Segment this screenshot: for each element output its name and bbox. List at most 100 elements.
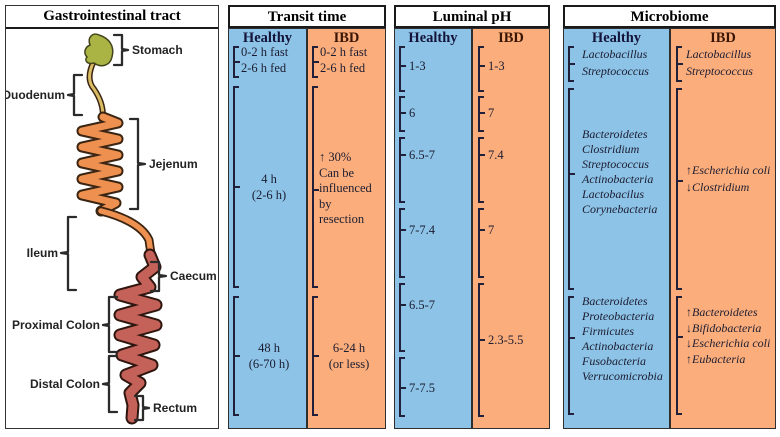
ileum-brace [59,215,78,292]
bracket-tick [401,154,406,156]
bracket [676,46,682,82]
bracket [478,137,484,203]
bracket [568,46,574,82]
ph-healthy-duodenum: 6 [409,106,416,120]
transit-healthy-column [228,28,307,429]
ph-healthy-jejunum: 6.5-7 [409,148,436,162]
gi-label-ileum: Ileum [27,246,58,260]
ph-healthy-stomach: 1-3 [409,59,426,73]
gi-tract-illustration: Stomach Duodenum Jejenum Ileum Caecum Pr… [6,33,217,425]
bracket-tick [570,173,575,175]
microbiome-healthy-small-intestine: Bacteroidetes Clostridium Streptococcus … [582,127,658,216]
transit-healthy-small-intestine: 4 h (2-6 h) [251,172,287,202]
transit-healthy-stomach: 0-2 h fast 2-6 h fed [241,45,289,75]
ph-ibd-column [472,28,550,429]
gi-label-duodenum: Duodenum [6,88,65,102]
bracket-tick [480,339,485,341]
transit-ibd-column [307,28,386,429]
ph-ibd-ileum: 7 [488,223,495,237]
bracket [568,88,574,290]
microbiome-ibd-stomach: Lactobacillus Streptococcus [686,47,753,78]
ph-ibd-header: IBD [498,30,524,46]
bracket [399,137,405,203]
bracket-tick [235,186,240,188]
bracket-tick [235,61,240,63]
rectum-brace [133,394,151,422]
gi-label-caecum: Caecum [170,269,217,283]
bracket-tick [570,337,575,339]
bracket-tick [480,112,485,114]
bracket-tick [480,229,485,231]
microbiome-healthy-column [563,28,670,429]
bracket-tick [570,63,575,65]
bracket-tick [401,387,406,389]
gi-label-rectum: Rectum [153,401,197,415]
ph-ibd-duodenum: 7 [488,106,495,120]
microbiome-healthy-stomach: Lactobacillus Streptococcus [582,47,649,78]
transit-ibd-stomach: 0-2 h fast 2-6 h fed [320,45,368,75]
panel-gi-tract: Gastrointestinal tract [5,5,219,429]
bracket [233,46,239,78]
transit-healthy-header: Healthy [242,30,293,46]
bracket-tick [314,355,319,357]
gi-label-stomach: Stomach [132,43,183,57]
transit-panel-title: Transit time [228,5,386,28]
transit-ibd-header: IBD [333,30,360,46]
bracket [233,86,239,288]
bracket-tick [235,355,240,357]
transit-healthy-colon: 48 h (6-70 h) [248,341,290,371]
gi-label-distal-colon: Distal Colon [30,377,100,391]
bracket-tick [480,154,485,156]
ph-healthy-distal-colon: 7-7.5 [409,381,436,395]
proximal-colon-brace [101,295,119,354]
bracket-tick [314,189,319,191]
microbiome-ibd-column [670,28,776,429]
bracket [399,208,405,278]
bracket [399,96,405,132]
ph-healthy-header: Healthy [408,30,458,46]
bracket-tick [401,304,406,306]
transit-ibd-colon: 6-24 h (or less) [328,341,370,371]
ph-ibd-stomach: 1-3 [488,59,505,73]
gi-panel-title: Gastrointestinal tract [6,6,218,29]
microbiome-healthy-header: Healthy [591,30,642,46]
gi-label-jejunum: Jejenum [149,157,198,171]
bracket-tick [314,61,319,63]
bracket [676,88,682,290]
duodenum-brace [66,73,84,117]
bracket [312,46,318,78]
ph-healthy-column [394,28,472,429]
bracket-tick [678,336,683,338]
jejunum-brace [128,117,147,211]
ph-panel-title: Luminal pH [394,5,550,28]
bracket [399,46,405,92]
bracket [568,296,574,415]
distal-colon-brace [101,354,119,414]
bracket-tick [678,180,683,182]
microbiome-healthy-colon: Bacteroidetes Proteobacteria Firmicutes … [582,294,663,383]
microbiome-ibd-colon: ↑Bacteroidetes ↓Bifidobacteria ↓Escheric… [686,305,771,367]
stomach-brace [112,33,130,67]
bracket [399,357,405,417]
microbiome-ibd-small-intestine: ↑Escherichia coli ↓Clostridium [686,163,771,194]
ph-ibd-jejunum: 7.4 [488,148,504,162]
bracket-tick [401,65,406,67]
gi-label-proximal-colon: Proximal Colon [12,318,100,332]
bracket [233,296,239,416]
bracket [312,86,318,288]
ph-healthy-proximal-colon: 6.5-7 [409,298,436,312]
ph-ibd-colon: 2.3-5.5 [488,333,524,347]
bracket [478,208,484,278]
transit-ibd-small-intestine: ↑ 30% Can be influenced by resection [319,150,372,226]
stomach-shape [84,33,114,67]
bracket [399,283,405,352]
bracket-tick [401,112,406,114]
microbiome-ibd-header: IBD [710,30,736,46]
bracket [312,296,318,416]
bracket [676,296,682,415]
microbiome-panel-title: Microbiome [563,5,776,28]
bracket [478,46,484,92]
bracket [478,283,484,417]
bracket-tick [480,65,485,67]
